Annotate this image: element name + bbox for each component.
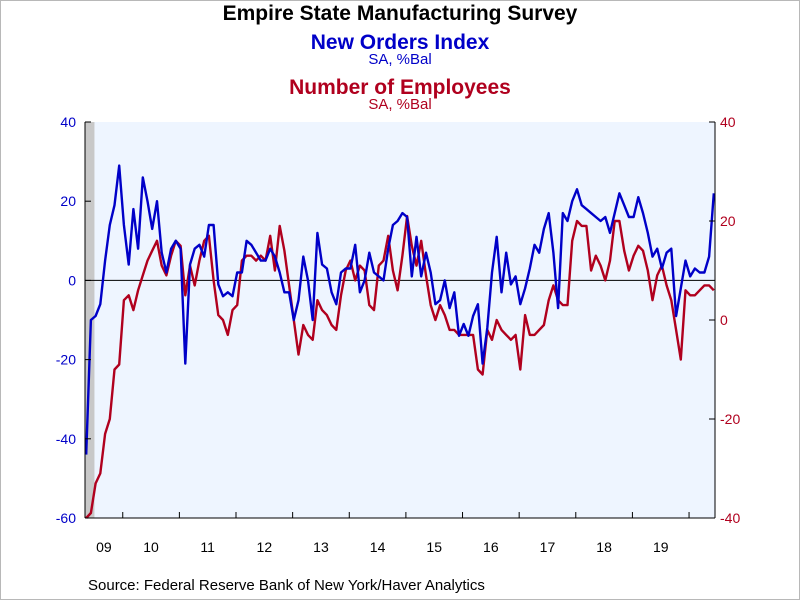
x-tick-label: 15 [426,539,442,555]
x-tick-label: 11 [200,539,215,555]
chart-title: Empire State Manufacturing Survey [222,2,578,25]
right-tick-label: -20 [720,411,740,427]
x-tick-label: 14 [370,539,386,555]
series2-title: Number of Employees [289,76,511,99]
left-tick-label: -20 [56,352,76,368]
left-tick-label: -60 [56,510,76,526]
right-tick-label: 20 [720,213,736,229]
x-tick-label: 10 [143,539,159,555]
series2-unit: SA, %Bal [368,96,432,113]
left-tick-label: -40 [56,431,76,447]
x-tick-label: 09 [96,539,112,555]
plot-area [85,122,715,518]
left-tick-label: 0 [68,272,76,288]
x-tick-label: 12 [257,539,273,555]
series1-unit: SA, %Bal [368,51,432,68]
x-tick-label: 13 [313,539,329,555]
x-tick-label: 17 [540,539,556,555]
new-orders-line [85,164,715,455]
series1-title: New Orders Index [310,31,490,54]
right-tick-label: -40 [720,510,740,526]
right-tick-label: 40 [720,114,736,130]
x-tick-label: 16 [483,539,499,555]
source-note: Source: Federal Reserve Bank of New York… [88,577,485,594]
x-tick-label: 19 [653,539,669,555]
right-tick-label: 0 [720,312,728,328]
left-tick-label: 40 [60,114,76,130]
x-tick-label: 18 [596,539,612,555]
left-tick-label: 20 [60,193,76,209]
